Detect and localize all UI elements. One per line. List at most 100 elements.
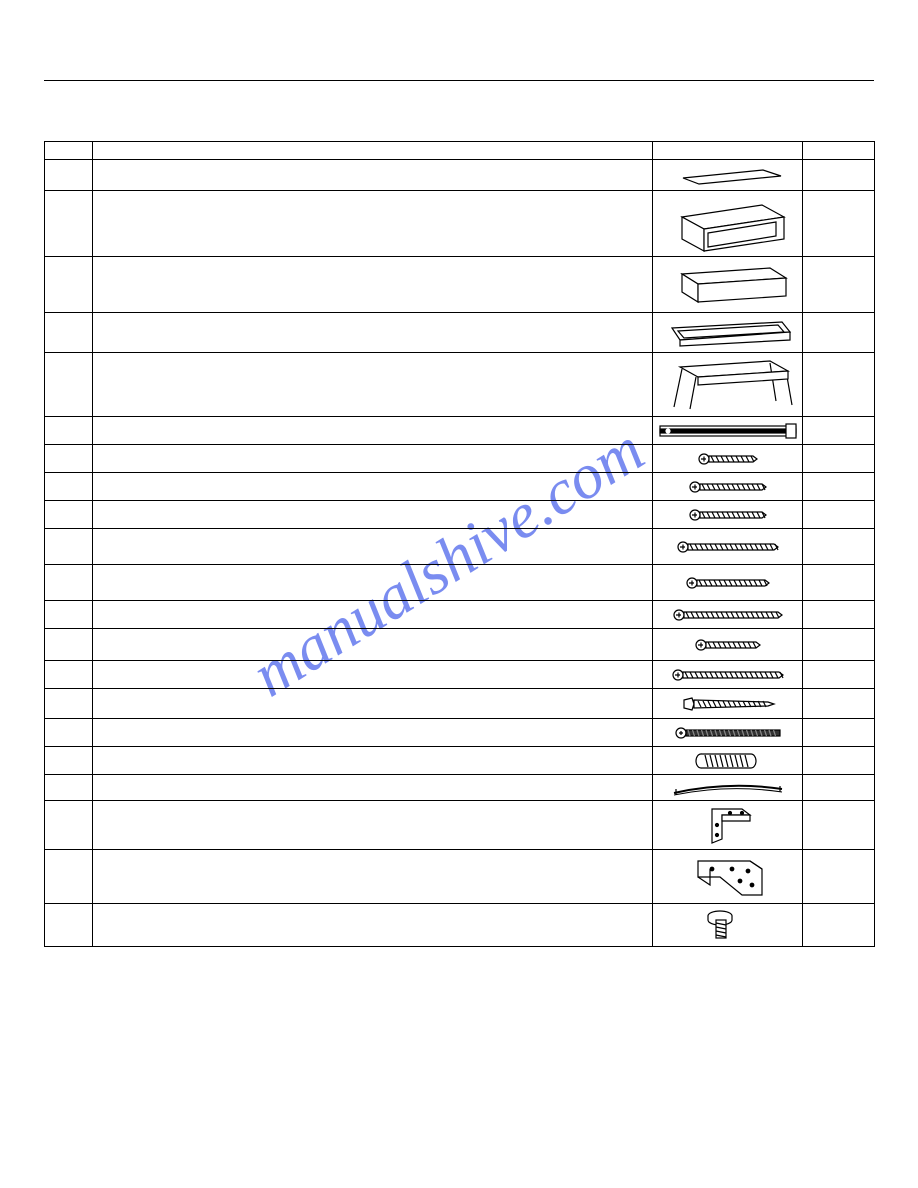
cell-image [653, 719, 803, 747]
leg-base-icon [653, 357, 802, 413]
cell-desc [93, 529, 653, 565]
screw-taper-icon [653, 694, 802, 714]
screw-med-icon [653, 477, 802, 497]
table-row [45, 801, 875, 850]
screw-med3-icon [653, 573, 802, 593]
cell-desc [93, 353, 653, 417]
table-row [45, 601, 875, 629]
cell-id [45, 529, 93, 565]
cell-id [45, 661, 93, 689]
table-row [45, 747, 875, 775]
cell-desc [93, 747, 653, 775]
cell-qty [803, 775, 875, 801]
cell-desc [93, 850, 653, 904]
cell-id [45, 353, 93, 417]
cell-desc [93, 661, 653, 689]
th-2 [93, 142, 653, 160]
cell-image [653, 257, 803, 313]
cell-id [45, 904, 93, 947]
cell-image [653, 160, 803, 191]
cell-qty [803, 353, 875, 417]
cell-desc [93, 719, 653, 747]
cell-qty [803, 445, 875, 473]
cell-qty [803, 689, 875, 719]
cell-image [653, 747, 803, 775]
screw-long3-icon [653, 665, 802, 685]
th-3 [653, 142, 803, 160]
cell-id [45, 601, 93, 629]
cell-qty [803, 473, 875, 501]
cell-desc [93, 191, 653, 257]
cell-image [653, 313, 803, 353]
header-rule [44, 80, 874, 81]
cell-qty [803, 160, 875, 191]
cell-id [45, 313, 93, 353]
cell-desc [93, 473, 653, 501]
cell-id [45, 747, 93, 775]
cell-desc [93, 313, 653, 353]
cell-image [653, 629, 803, 661]
cell-qty [803, 904, 875, 947]
cell-id [45, 719, 93, 747]
table-row [45, 473, 875, 501]
screw-long-icon [653, 537, 802, 557]
cell-qty [803, 191, 875, 257]
parts-table [44, 141, 875, 947]
cell-qty [803, 801, 875, 850]
slide-rail-icon [653, 422, 802, 440]
bolt-icon [653, 724, 802, 742]
cell-image [653, 529, 803, 565]
table-header-row [45, 142, 875, 160]
th-1 [45, 142, 93, 160]
cell-image [653, 191, 803, 257]
dowel-icon [653, 751, 802, 771]
cell-qty [803, 601, 875, 629]
table-row [45, 191, 875, 257]
drawer-tray-icon [653, 262, 802, 308]
cell-id [45, 417, 93, 445]
cell-id [45, 629, 93, 661]
cell-image [653, 661, 803, 689]
handle-bar-icon [653, 779, 802, 797]
cell-desc [93, 565, 653, 601]
leveler-foot-icon [653, 906, 802, 944]
cell-id [45, 775, 93, 801]
table-row [45, 529, 875, 565]
cell-id [45, 801, 93, 850]
table-row [45, 689, 875, 719]
cell-image [653, 850, 803, 904]
cell-qty [803, 661, 875, 689]
cell-image [653, 417, 803, 445]
cell-id [45, 445, 93, 473]
cell-desc [93, 601, 653, 629]
cell-id [45, 473, 93, 501]
cell-desc [93, 445, 653, 473]
cell-qty [803, 719, 875, 747]
table-row [45, 353, 875, 417]
screw-short2-icon [653, 635, 802, 655]
cell-qty [803, 529, 875, 565]
cell-id [45, 191, 93, 257]
cell-qty [803, 257, 875, 313]
cell-desc [93, 904, 653, 947]
table-row [45, 775, 875, 801]
table-row [45, 313, 875, 353]
l-bracket-icon [653, 803, 802, 847]
table-row [45, 719, 875, 747]
front-panel-icon [653, 318, 802, 348]
th-4 [803, 142, 875, 160]
cell-image [653, 904, 803, 947]
table-row [45, 445, 875, 473]
cell-desc [93, 501, 653, 529]
box-frame-icon [653, 195, 802, 253]
table-row [45, 904, 875, 947]
cell-qty [803, 501, 875, 529]
cell-qty [803, 313, 875, 353]
table-row [45, 257, 875, 313]
screw-med2-icon [653, 505, 802, 525]
cell-desc [93, 689, 653, 719]
table-row [45, 850, 875, 904]
cell-qty [803, 850, 875, 904]
cell-desc [93, 629, 653, 661]
screw-short-icon [653, 449, 802, 469]
